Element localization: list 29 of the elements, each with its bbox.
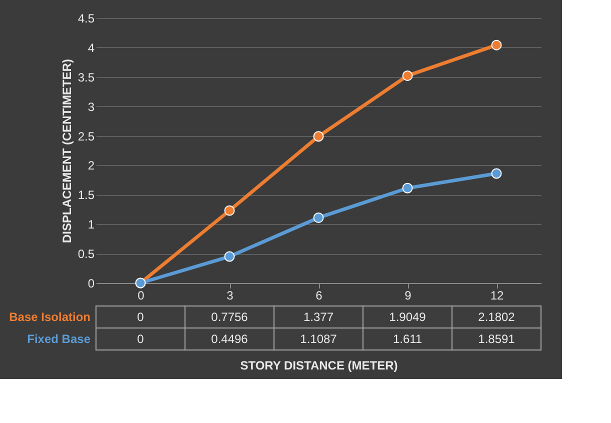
text: Fixed Base: [27, 332, 91, 346]
text: 0.4496: [211, 332, 248, 346]
text: 0.7756: [211, 310, 248, 324]
x-tick-label: 0: [138, 288, 145, 302]
text: 1.611: [392, 332, 422, 346]
y-tick-label: 0.5: [78, 247, 95, 262]
y-tick-label: 1.5: [78, 188, 95, 202]
x-axis-title: STORY DISTANCE (METER): [240, 358, 398, 372]
x-tick-label: 6: [316, 288, 323, 302]
text: 1.1087: [300, 332, 338, 346]
text: 1.8591: [478, 332, 516, 346]
y-tick-label: 3: [88, 100, 95, 114]
text: 0: [137, 310, 144, 324]
text: 0: [137, 332, 144, 346]
x-tick-label: 12: [490, 288, 504, 302]
text: 2.1802: [478, 310, 516, 324]
y-tick-label: 3.5: [78, 70, 95, 84]
y-tick-label: 4: [88, 40, 95, 55]
x-tick-label: 3: [226, 288, 234, 302]
y-axis-title: DISPLACEMENT (CENTIMETER): [60, 59, 74, 243]
y-tick-label: 2.5: [78, 129, 95, 144]
x-tick-label: 9: [404, 288, 412, 302]
y-tick-label: 2: [88, 158, 95, 173]
y-tick-label: 1: [88, 218, 95, 232]
text: 1.9049: [389, 310, 426, 324]
y-tick-label: 0: [88, 276, 95, 290]
text: 1.377: [303, 310, 334, 324]
text: Base Isolation: [9, 310, 90, 324]
y-tick-label: 4.5: [78, 12, 95, 26]
